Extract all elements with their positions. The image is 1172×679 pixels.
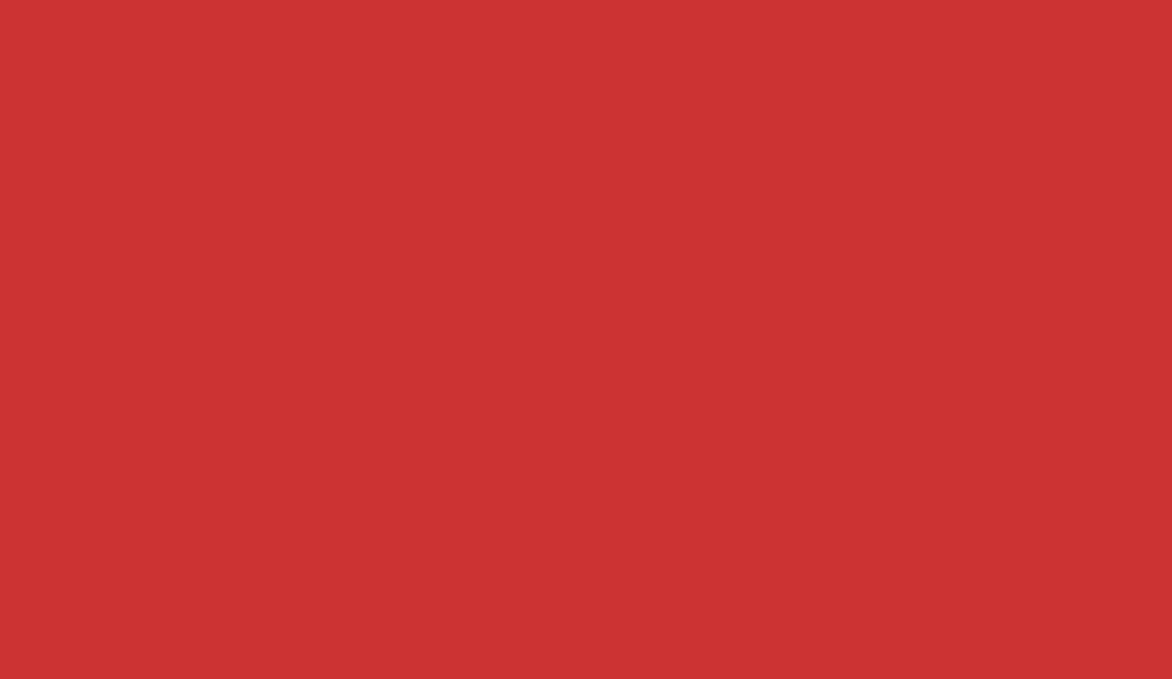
solid-red-background xyxy=(0,0,1172,679)
